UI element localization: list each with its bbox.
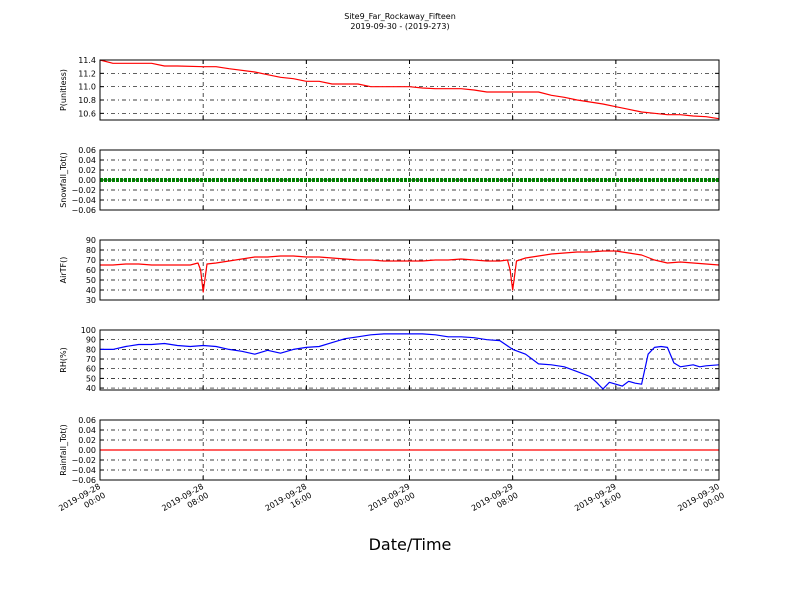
y-axis-label: Rainfall_Tot() (59, 424, 68, 476)
y-tick-label: −0.04 (71, 196, 96, 205)
axes-frame (99, 239, 720, 301)
y-tick-label: 40 (86, 286, 96, 295)
y-axis-label: Snowfall_Tot() (59, 152, 68, 208)
y-tick-label: 11.2 (78, 69, 96, 78)
y-tick-label: 0.02 (78, 166, 96, 175)
x-tick-label: 2019-09-2816:00 (264, 482, 314, 522)
panel-1: 10.6 10.8 11.0 11.2 11.4 P(unitless) (59, 56, 720, 121)
chart-panels: 10.610.811.011.211.4P(unitless)−0.06−0.0… (59, 56, 720, 485)
figure-title: Site9_Far_Rockaway_Fifteen (344, 12, 456, 21)
x-axis-label: Date/Time (369, 535, 452, 554)
y-tick-label: 40 (86, 384, 96, 393)
y-tick-label: 50 (86, 276, 96, 285)
y-axis-label: P(unitless) (59, 69, 68, 111)
y-tick-label: 11.0 (78, 83, 96, 92)
y-tick-label: −0.06 (71, 476, 96, 485)
y-tick-label: 0.04 (78, 426, 96, 435)
y-tick-label: 50 (86, 374, 96, 383)
axes-frame (99, 419, 720, 481)
panel-2: −0.06−0.04−0.020.000.020.040.06 Snowfall_… (59, 146, 720, 215)
y-tick-label: 80 (86, 246, 96, 255)
y-tick-label: −0.04 (71, 466, 96, 475)
figure-subtitle: 2019-09-30 - (2019-273) (350, 22, 449, 31)
y-tick-label: 10.6 (78, 109, 96, 118)
axes-frame (99, 329, 720, 391)
y-tick-label: 90 (86, 336, 96, 345)
y-tick-label: −0.02 (71, 186, 96, 195)
x-tick-label: 2019-09-2800:00 (57, 482, 107, 522)
y-axis-label: RH(%) (59, 347, 68, 372)
y-tick-label: 70 (86, 355, 96, 364)
series-line (99, 59, 720, 120)
panel-5: −0.06−0.04−0.020.000.020.040.06 Rainfall_… (59, 416, 720, 485)
y-tick-label: 0.00 (78, 446, 96, 455)
y-tick-label: 100 (81, 326, 96, 335)
y-axis-label: AirTF() (59, 257, 68, 284)
y-tick-label: 0.06 (78, 416, 96, 425)
y-tick-label: 80 (86, 345, 96, 354)
y-tick-label: −0.06 (71, 206, 96, 215)
y-tick-label: 0.06 (78, 146, 96, 155)
x-tick-label: 2019-09-2916:00 (573, 482, 623, 522)
y-tick-label: −0.02 (71, 456, 96, 465)
y-tick-label: 11.4 (78, 56, 96, 65)
y-tick-label: 90 (86, 236, 96, 245)
y-tick-label: 60 (86, 365, 96, 374)
series-line (100, 333, 720, 390)
x-tick-labels: 2019-09-2800:00 2019-09-2808:00 2019-09-28… (57, 482, 726, 522)
axes-frame (99, 59, 720, 121)
x-tick-label: 2019-09-3000:00 (676, 482, 726, 522)
y-tick-label: 0.04 (78, 156, 96, 165)
x-tick-label: 2019-09-2900:00 (367, 482, 417, 522)
x-tick-label: 2019-09-2808:00 (160, 482, 210, 522)
y-tick-label: 0.02 (78, 436, 96, 445)
y-tick-label: 10.8 (78, 96, 96, 105)
y-tick-label: 70 (86, 256, 96, 265)
y-tick-label: 60 (86, 266, 96, 275)
x-tick-label: 2019-09-2908:00 (470, 482, 520, 522)
series-line (100, 250, 720, 293)
axes-frame (99, 149, 720, 211)
y-tick-label: 0.00 (78, 176, 96, 185)
y-tick-label: 30 (86, 296, 96, 305)
